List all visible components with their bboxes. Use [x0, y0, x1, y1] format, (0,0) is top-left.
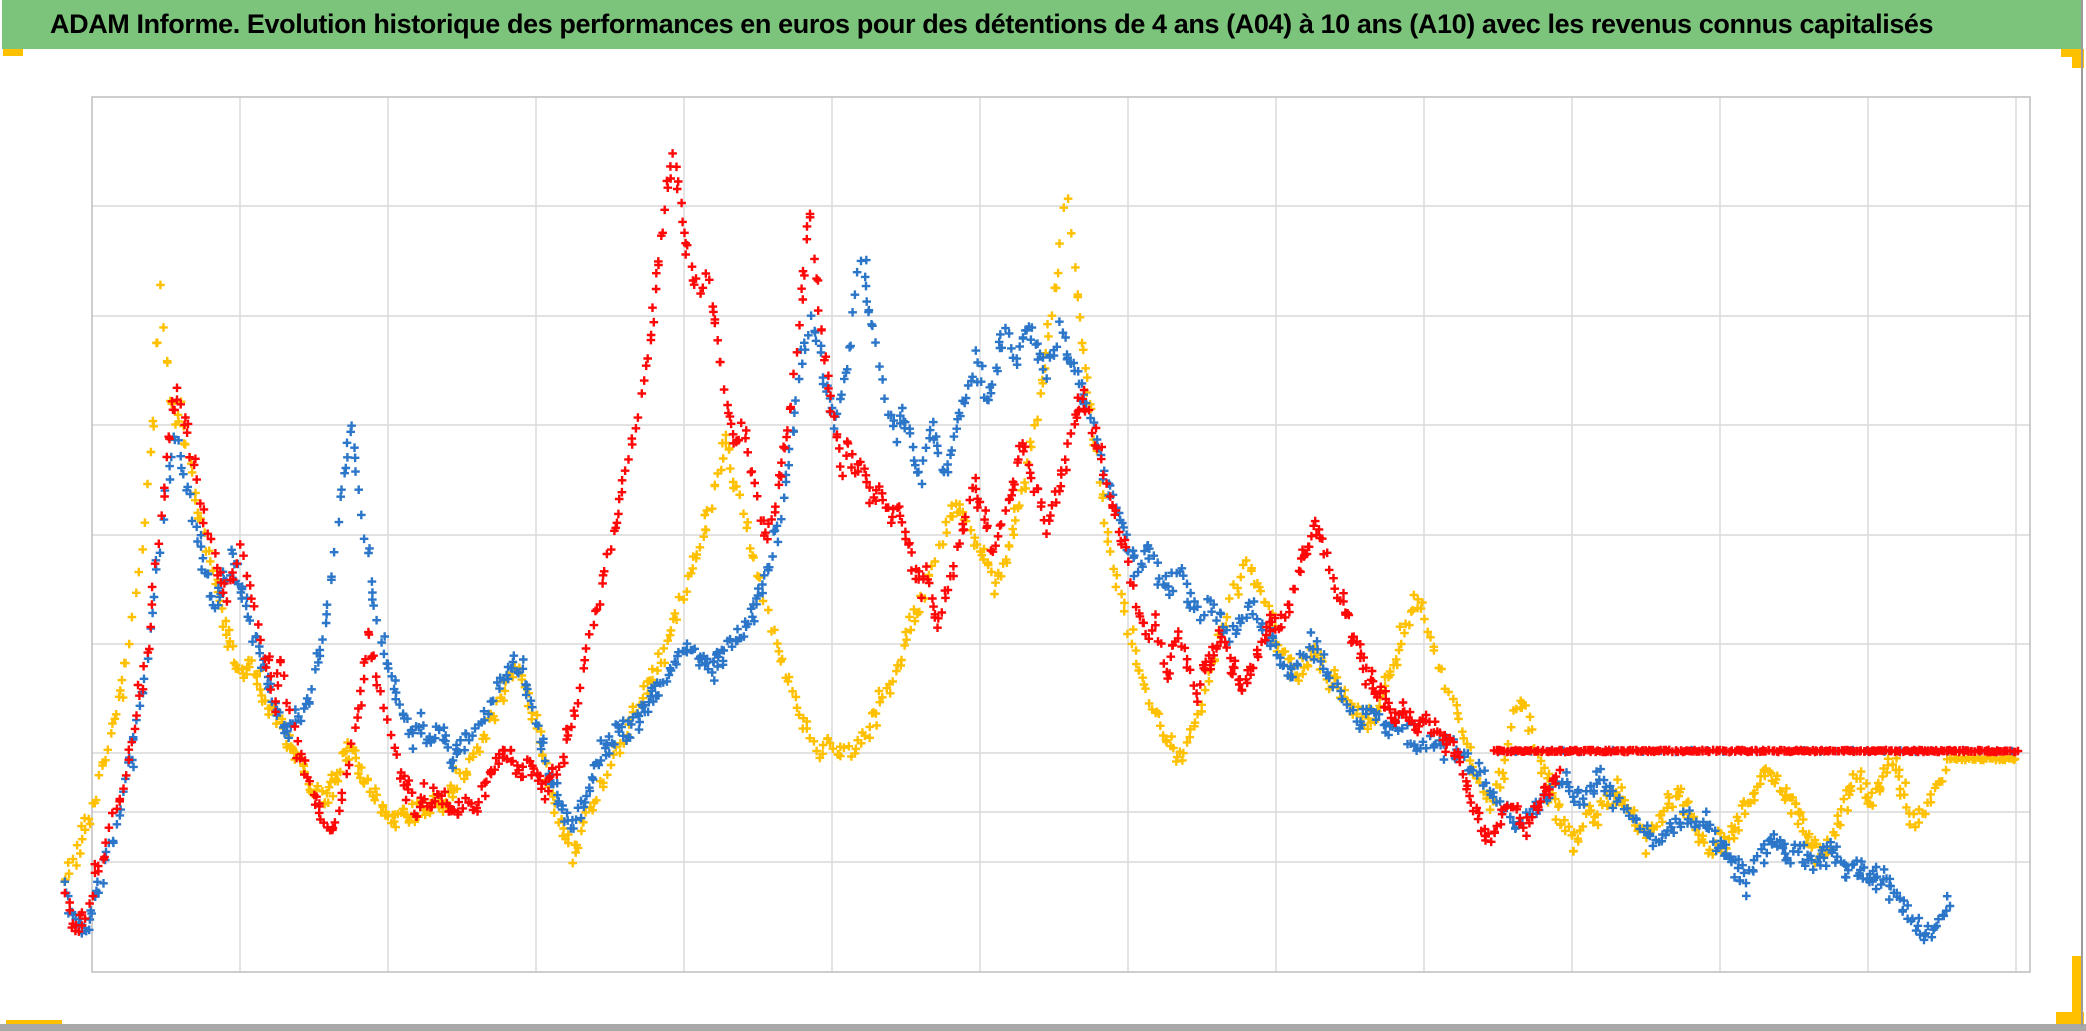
series-gold-markers — [60, 194, 2020, 887]
series-red-markers — [60, 149, 2023, 936]
plot-border — [91, 96, 2031, 973]
title-bar: ADAM Informe. Evolution historique des p… — [2, 0, 2081, 49]
accent-corner-top-left — [3, 49, 23, 56]
accent-corner-bottom-right-v — [2072, 956, 2082, 1026]
bottom-edge-bar — [0, 1024, 2086, 1031]
right-edge-line — [2081, 0, 2083, 1026]
series-blue-markers — [60, 255, 2017, 945]
chart-title: ADAM Informe. Evolution historique des p… — [50, 9, 1934, 39]
